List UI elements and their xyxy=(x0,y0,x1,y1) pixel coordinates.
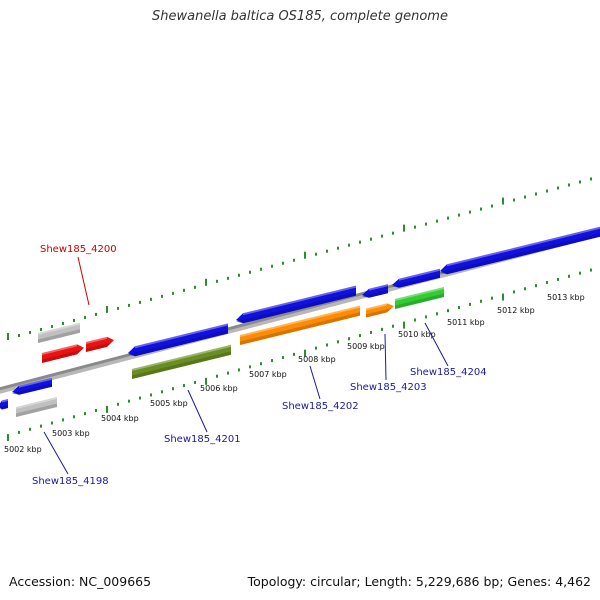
map-title: Shewanella baltica OS185, complete genom… xyxy=(152,9,448,24)
gene-label-leader xyxy=(43,431,69,475)
feature-olive-1 xyxy=(132,344,231,379)
feature-blue-4 xyxy=(362,284,388,298)
gene-label-leader xyxy=(424,322,449,367)
tick-label: 5005 kbp xyxy=(150,399,188,408)
gene-label-leader xyxy=(309,365,321,400)
feature-blue-1 xyxy=(0,399,8,410)
gene-label-leader xyxy=(384,333,387,381)
tick-label: 5011 kbp xyxy=(447,318,485,327)
tick-label: 5004 kbp xyxy=(101,414,139,423)
gene-label: Shew185_4202 xyxy=(282,401,359,412)
gene-label-leader xyxy=(187,389,208,433)
tick-label: 5013 kbp xyxy=(547,293,585,302)
feature-blue-6 xyxy=(440,226,600,275)
gene-label-leader xyxy=(77,256,90,306)
gene-label: Shew185_4198 xyxy=(32,476,109,487)
tick-label: 5003 kbp xyxy=(52,429,90,438)
tick-label: 5009 kbp xyxy=(347,342,385,351)
feature-orange-1 xyxy=(240,305,360,345)
genome-summary: Topology: circular; Length: 5,229,686 bp… xyxy=(247,574,591,589)
tick-label: 5006 kbp xyxy=(200,384,238,393)
outer-scale-track xyxy=(7,177,592,340)
accession-label: Accession: NC_009665 xyxy=(9,574,152,589)
feature-blue-1 xyxy=(12,377,52,395)
gene-label: Shew185_4203 xyxy=(350,382,427,393)
tick-label: 5010 kbp xyxy=(398,330,436,339)
feature-blue-5 xyxy=(392,268,440,288)
tick-label: 5012 kbp xyxy=(497,306,535,315)
feature-red-2 xyxy=(86,336,114,352)
feature-orange-2 xyxy=(366,303,394,318)
tick-label: 5007 kbp xyxy=(249,370,287,379)
tick-label: 5008 kbp xyxy=(298,355,336,364)
gene-label: Shew185_4200 xyxy=(40,244,117,255)
feature-green-1 xyxy=(395,286,444,309)
feature-red-1 xyxy=(42,344,84,363)
inner-scale-track xyxy=(7,268,592,441)
gene-label: Shew185_4204 xyxy=(410,367,487,378)
tick-label: 5002 kbp xyxy=(4,445,42,454)
feature-gray-1 xyxy=(16,396,57,417)
gene-label: Shew185_4201 xyxy=(164,434,241,445)
feature-blue-3 xyxy=(236,285,356,324)
feature-gray-2 xyxy=(38,322,80,343)
feature-blue-2 xyxy=(128,323,228,357)
